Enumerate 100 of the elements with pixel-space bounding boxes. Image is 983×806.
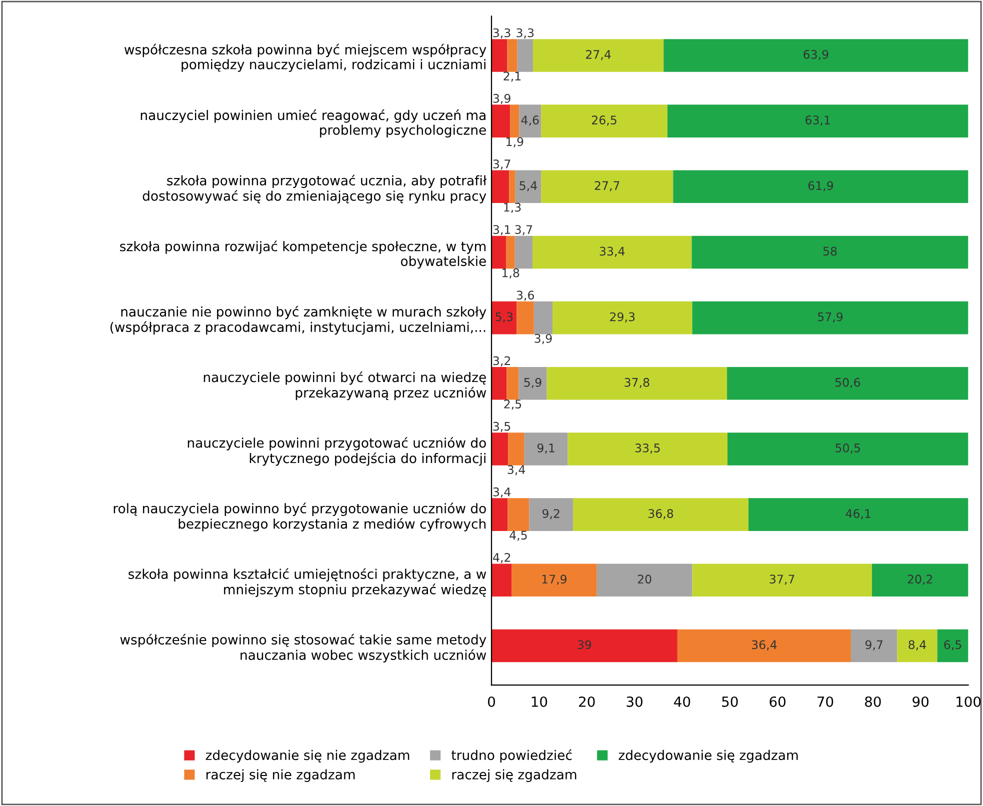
data-label: 3,3 (516, 28, 534, 38)
bar (492, 301, 517, 334)
data-label: 36,8 (648, 509, 674, 520)
bar (517, 39, 533, 72)
bar (492, 432, 508, 466)
data-label: 3,3 (493, 28, 510, 38)
y-tick-label: szkoła powinna przygotować ucznia, aby potrafił dostosowywać się do zmieniającego się rynku pracy (142, 174, 487, 204)
bar (667, 104, 968, 138)
x-tick-label: 30 (626, 696, 642, 707)
bar (492, 39, 508, 72)
data-label: 61,9 (808, 181, 834, 192)
data-label: 17,9 (542, 574, 567, 585)
data-label: 5,4 (520, 181, 537, 192)
data-label: 3,4 (493, 487, 511, 498)
bar (897, 629, 938, 662)
data-label: 2,1 (504, 72, 521, 82)
y-tick-label: współcześnie powinno się stosować takie same metody nauczania wobec wszystkich uczniów (120, 634, 486, 663)
y-tick-label: współczesna szkoła powinna być miejscem współpracy pomiędzy nauczycielami, rodzicami i uczniami (124, 44, 486, 72)
bar (573, 498, 748, 531)
data-label: 33,4 (600, 246, 625, 257)
bar (546, 367, 728, 400)
bar (727, 432, 968, 466)
data-label: 4,2 (493, 553, 510, 564)
data-label: 63,9 (804, 50, 828, 60)
bar (552, 301, 692, 334)
data-label: 33,5 (635, 443, 660, 454)
x-tick-label: 40 (674, 696, 690, 707)
data-label: 5,9 (524, 378, 542, 388)
bar (508, 498, 530, 531)
y-tick-label: szkoła powinna rozwijać kompetencje społeczne, w tym obywatelskie (120, 240, 486, 269)
bar (519, 104, 542, 138)
data-label: 36,4 (752, 640, 777, 650)
data-label: 1,9 (506, 137, 524, 148)
legend-label: raczej się zgadzam (452, 769, 576, 782)
data-label: 3,7 (515, 225, 532, 236)
y-tick-label: nauczyciel powinien umieć reagować, gdy uczeń ma problemy psychologiczne (140, 109, 486, 138)
data-label: 6,5 (944, 640, 962, 650)
bar (748, 498, 968, 531)
bar (515, 170, 542, 204)
x-tick-label: 70 (818, 696, 834, 707)
bar (492, 104, 510, 138)
data-label: 9,1 (537, 443, 554, 454)
bar (692, 301, 968, 334)
data-label: 20 (638, 574, 652, 584)
bar (524, 432, 568, 466)
bar (850, 629, 898, 662)
data-label: 37,8 (624, 378, 650, 388)
bar (568, 432, 728, 466)
data-label: 39 (578, 640, 592, 650)
data-label: 9,2 (542, 509, 560, 520)
bar (529, 498, 574, 531)
x-tick-label: 50 (722, 696, 738, 707)
data-label: 9,7 (865, 640, 882, 650)
bar (514, 236, 532, 269)
data-label: 3,2 (493, 356, 510, 366)
bar (506, 367, 519, 400)
data-label: 3,9 (534, 334, 552, 344)
bar (492, 498, 508, 531)
x-tick-label: 10 (532, 696, 548, 707)
data-label: 46,1 (846, 509, 870, 520)
data-label: 37,7 (770, 574, 794, 585)
bar (516, 301, 534, 334)
bar (508, 432, 524, 466)
data-label: 3,7 (493, 159, 510, 170)
data-label: 58 (823, 246, 837, 256)
bar (492, 564, 512, 597)
data-label: 1,3 (504, 202, 521, 213)
x-tick-label: 0 (488, 696, 495, 707)
bar (532, 39, 664, 72)
data-label: 4,6 (521, 116, 539, 126)
bar (727, 367, 968, 400)
data-label: 57,9 (818, 312, 843, 322)
bar (677, 629, 851, 662)
data-label: 3,6 (516, 290, 534, 301)
legend-label: trudno powiedzieć (452, 749, 572, 763)
legend-label: raczej się nie zgadzam (206, 769, 355, 782)
data-label: 1,8 (502, 268, 520, 279)
data-label: 50,5 (836, 443, 860, 454)
bar (518, 367, 547, 400)
data-label: 27,4 (586, 50, 611, 60)
bar (664, 39, 968, 72)
legend-label: zdecydowanie się zgadzam (618, 750, 798, 763)
bar (872, 564, 968, 597)
data-label: 2,5 (504, 400, 522, 410)
data-label: 5,3 (496, 312, 513, 322)
data-label: 3,4 (508, 465, 526, 476)
data-label: 3,1 (493, 225, 510, 236)
bar (937, 629, 968, 662)
bar (673, 170, 968, 204)
bar (507, 39, 518, 72)
bar (512, 564, 597, 597)
bar (509, 170, 516, 204)
data-label: 3,9 (493, 94, 510, 104)
bar (532, 236, 692, 269)
data-label: 8,4 (908, 640, 926, 650)
y-tick-label: nauczyciele powinni przygotować uczniów do krytycznego podejścia do informacji (188, 437, 486, 466)
x-tick-label: 90 (912, 696, 928, 707)
bar (492, 236, 506, 269)
bar (492, 629, 678, 662)
bar (541, 104, 668, 138)
